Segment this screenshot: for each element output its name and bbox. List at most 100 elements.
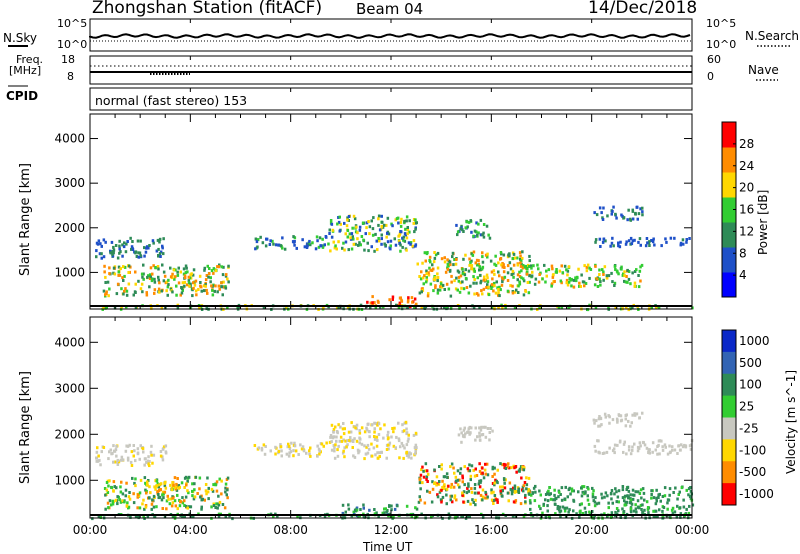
power-cell — [665, 240, 668, 244]
power-cell — [626, 268, 629, 272]
power-cell — [411, 300, 414, 304]
power-cell — [182, 267, 186, 271]
power-cell — [526, 270, 529, 274]
power-cell — [497, 261, 500, 265]
velocity-cell — [484, 490, 487, 494]
power-cell — [618, 245, 622, 249]
power-cell — [485, 273, 489, 277]
velocity-cell — [631, 448, 634, 452]
power-cell — [446, 262, 450, 266]
velocity-cell — [461, 491, 464, 495]
velocity-cell — [176, 477, 179, 480]
velocity-cell — [450, 485, 453, 489]
power-cell — [490, 270, 494, 274]
power-cell — [456, 233, 459, 237]
velocity-cell — [115, 454, 118, 458]
velocity-cell — [668, 444, 671, 448]
velocity-cell — [482, 476, 486, 480]
velocity-cell — [341, 427, 345, 431]
velocity-cell — [97, 514, 101, 518]
power-cell — [396, 216, 400, 220]
power-cell — [149, 266, 153, 270]
power-cell — [179, 293, 182, 297]
velocity-cell — [290, 441, 293, 445]
velocity-cell — [366, 443, 370, 447]
power-cell — [148, 285, 151, 289]
power-cell — [502, 263, 505, 267]
velocity-cell — [674, 486, 677, 490]
power-cell — [636, 217, 639, 221]
velocity-cell — [395, 435, 398, 439]
velocity-cell — [549, 497, 553, 501]
power-cell — [153, 291, 156, 295]
velocity-cell — [664, 445, 667, 449]
velocity-cell — [102, 446, 106, 449]
velocity-cell — [450, 494, 453, 498]
power-cell — [446, 267, 450, 271]
power-cell — [453, 279, 456, 283]
power-cell — [634, 211, 637, 215]
velocity-cell — [349, 436, 352, 440]
velocity-cell — [425, 475, 429, 479]
velocity-cell — [152, 453, 156, 457]
velocity-cell — [522, 484, 526, 488]
power-cell — [143, 254, 146, 258]
velocity-cell — [636, 499, 640, 503]
power-cell — [541, 277, 544, 281]
velocity-cell — [150, 507, 153, 511]
power-cell — [309, 243, 312, 247]
velocity-cell — [157, 493, 160, 496]
velocity-cell — [506, 491, 510, 495]
velocity-cell — [663, 494, 667, 498]
velocity-cell — [95, 456, 98, 460]
velocity-cell — [224, 490, 227, 494]
velocity-cell — [597, 501, 601, 505]
power-cell — [479, 218, 483, 222]
velocity-cell — [106, 491, 110, 494]
power-cell — [279, 244, 283, 248]
power-cell — [496, 286, 499, 290]
velocity-cell — [661, 509, 664, 513]
power-cell — [371, 233, 375, 237]
velocity-cell — [164, 480, 167, 484]
velocity-cell — [407, 433, 410, 437]
velocity-cell — [386, 430, 390, 434]
power-cell — [651, 240, 655, 244]
velocity-cell — [522, 514, 526, 518]
velocity-cell — [623, 440, 626, 444]
velocity-cell — [231, 517, 234, 521]
velocity-cell — [160, 498, 164, 502]
power-cell — [158, 281, 161, 285]
power-cell — [107, 294, 110, 298]
power-cell — [121, 243, 124, 247]
velocity-cell — [135, 514, 138, 518]
velocity-cell — [591, 492, 595, 496]
velocity-cell — [185, 483, 188, 487]
power-cell — [104, 275, 107, 279]
velocity-cell — [392, 430, 395, 434]
power-cell — [641, 213, 644, 217]
power-cell — [194, 279, 198, 283]
velocity-cell — [598, 415, 601, 418]
velocity-cell — [286, 445, 289, 449]
power-cell — [610, 271, 613, 275]
power-cell — [172, 268, 176, 272]
power-cell — [464, 226, 467, 230]
power-cell — [203, 284, 206, 288]
velocity-cell — [601, 452, 605, 455]
power-cell — [452, 263, 455, 267]
velocity-cell — [610, 511, 614, 515]
velocity-cell — [375, 444, 379, 448]
velocity-cell — [595, 502, 599, 506]
velocity-cell — [341, 451, 345, 455]
velocity-cell — [285, 452, 289, 456]
power-cell — [115, 292, 119, 296]
velocity-cell — [125, 444, 128, 448]
power-cell — [679, 243, 682, 247]
power-cell — [123, 274, 126, 278]
power-cell — [364, 232, 367, 236]
velocity-cell — [481, 515, 485, 519]
velocity-cell — [608, 421, 611, 425]
power-cell — [614, 268, 617, 271]
velocity-cell — [449, 465, 452, 469]
